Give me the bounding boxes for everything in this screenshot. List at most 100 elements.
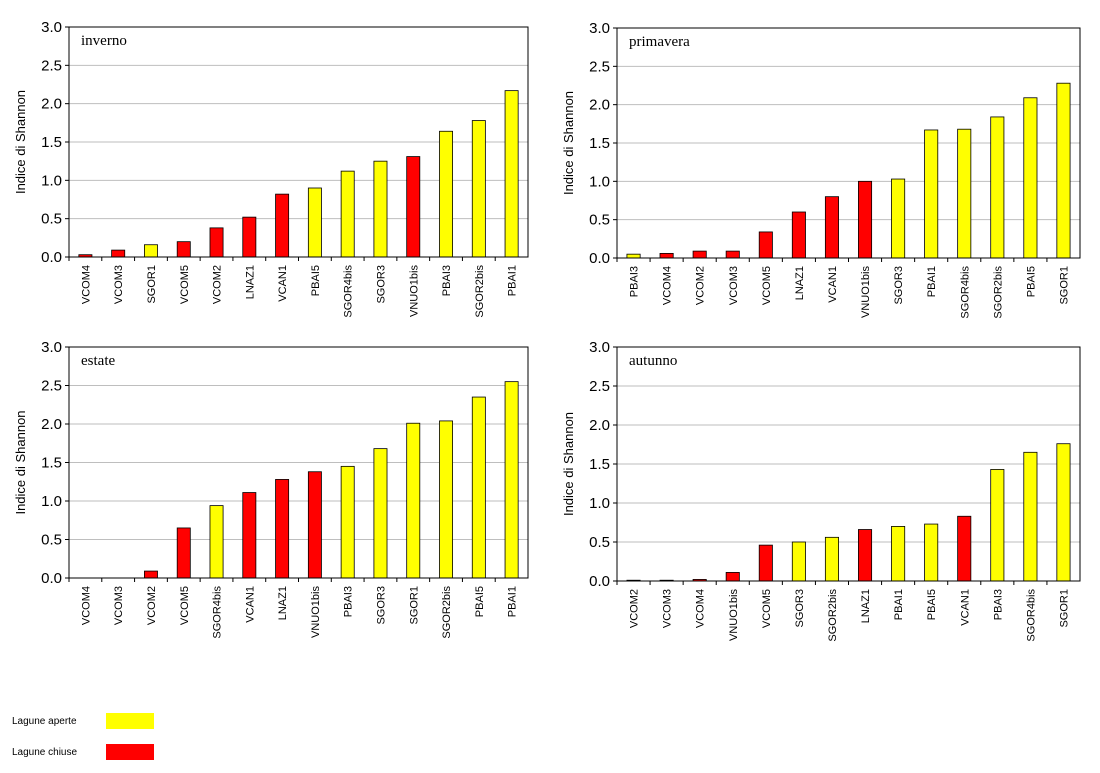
y-tick-label: 2.5 (41, 57, 62, 74)
x-tick-label: VCOM3 (662, 589, 674, 628)
y-tick-label: 0.0 (41, 249, 62, 266)
bar-VCOM5 (758, 544, 773, 582)
plot-frame (616, 27, 1081, 259)
y-axis-label: Indice di Shannon (13, 410, 28, 514)
legend-label-chiuse: Lagune chiuse (12, 747, 78, 758)
x-tick-label: PBAI3 (343, 586, 355, 617)
legend-item-aperte: Lagune aperte (12, 713, 172, 731)
x-tick-label: SGOR4bis (343, 265, 355, 318)
x-tick-label: VCOM3 (113, 586, 125, 625)
x-tick-label: SGOR4bis (1025, 589, 1037, 642)
x-tick-label: SGOR4bis (959, 266, 971, 319)
legend-swatch-chiuse (106, 744, 154, 760)
y-tick-label: 1.0 (41, 172, 62, 189)
bar-VNUO1bis (725, 572, 740, 582)
x-tick-label: VCOM2 (212, 265, 224, 304)
x-tick-label: SGOR2bis (992, 266, 1004, 319)
x-tick-label: PBAI3 (992, 589, 1004, 620)
x-tick-label: PBAI5 (926, 589, 938, 620)
bar-VCAN1 (957, 515, 972, 582)
y-tick-label: 2.5 (589, 58, 610, 75)
x-tick-label: LNAZ1 (794, 266, 806, 300)
x-tick-label: VCAN1 (959, 589, 971, 626)
x-tick-label: VCOM4 (662, 266, 674, 305)
y-tick-label: 2.0 (589, 97, 610, 114)
x-tick-label: SGOR3 (375, 586, 387, 625)
chart-title: inverno (81, 33, 127, 49)
y-tick-label: 2.5 (41, 378, 62, 395)
chart-estate: 0.0 0.5 1.0 1.5 2.0 2.5 3.0 VCOM4 VCOM3 VCOM2 VCOM… (13, 339, 529, 639)
bar-PBAI1 (924, 129, 939, 259)
x-tick-label: PBAI5 (310, 265, 322, 296)
y-axis-label: Indice di Shannon (13, 90, 28, 194)
bar-VCOM3 (111, 249, 126, 258)
x-tick-label: VCOM2 (629, 589, 641, 628)
y-tick-label: 1.5 (589, 135, 610, 152)
x-tick-label: VCOM3 (728, 266, 740, 305)
bar-VCAN1 (824, 196, 839, 259)
x-tick-label: VCOM4 (695, 589, 707, 628)
y-tick-label: 0.5 (41, 211, 62, 228)
x-tick-label: SGOR1 (1058, 266, 1070, 305)
y-tick-label: 1.0 (589, 173, 610, 190)
chart-primavera: 0.0 0.5 1.0 1.5 2.0 2.5 3.0 PBAI3 VCOM4 VCOM2 VCOM… (561, 20, 1081, 319)
x-tick-label: SGOR3 (375, 265, 387, 304)
x-tick-label: LNAZ1 (860, 589, 872, 623)
y-tick-label: 3.0 (41, 339, 62, 356)
bar-PBAI3 (990, 469, 1005, 582)
x-tick-label: PBAI5 (1025, 266, 1037, 297)
y-tick-label: 3.0 (589, 339, 610, 356)
x-tick-label: VNUO1bis (728, 589, 740, 641)
bar-SGOR2bis (471, 120, 486, 258)
bar-VCOM4 (659, 252, 674, 259)
bar-PBAI1 (504, 381, 519, 579)
x-tick-label: LNAZ1 (244, 265, 256, 299)
x-tick-label: SGOR1 (408, 586, 420, 625)
bar-LNAZ1 (242, 216, 257, 258)
chart-title: autunno (629, 353, 677, 369)
legend-item-chiuse: Lagune chiuse (12, 744, 172, 762)
y-tick-label: 2.0 (41, 416, 62, 433)
bar-PBAI3 (340, 465, 355, 579)
x-tick-label: VCAN1 (827, 266, 839, 303)
bar-SGOR1 (144, 244, 158, 258)
x-tick-label: VNUO1bis (310, 586, 322, 638)
bar-SGOR3 (891, 178, 906, 259)
legend: Lagune aperte Lagune chiuse (12, 713, 182, 763)
bar-PBAI5 (471, 396, 486, 579)
x-tick-label: SGOR3 (893, 266, 905, 305)
bar-LNAZ1 (275, 479, 290, 579)
y-tick-label: 1.0 (589, 495, 610, 512)
x-tick-label: SGOR2bis (474, 265, 486, 318)
y-tick-label: 3.0 (41, 19, 62, 36)
y-tick-label: 0.0 (41, 570, 62, 587)
x-tick-label: LNAZ1 (277, 586, 289, 620)
x-tick-label: PBAI5 (474, 586, 486, 617)
bar-PBAI5 (924, 523, 939, 582)
x-tick-label: SGOR1 (146, 265, 158, 304)
y-tick-label: 2.5 (589, 378, 610, 395)
plot-frame (616, 346, 1081, 582)
y-tick-label: 0.5 (41, 532, 62, 549)
bar-VCOM2 (692, 250, 707, 259)
bar-VCOM2 (209, 227, 224, 258)
x-tick-label: VCAN1 (277, 265, 289, 302)
x-tick-label: PBAI1 (926, 266, 938, 297)
x-tick-label: SGOR4bis (212, 586, 224, 639)
bar-SGOR4bis (340, 170, 355, 258)
x-tick-label: VCOM4 (80, 265, 92, 304)
bar-PBAI5 (307, 187, 322, 258)
x-tick-label: VCOM5 (761, 589, 773, 628)
x-tick-label: VCOM4 (80, 586, 92, 625)
legend-swatch-aperte (106, 713, 154, 729)
plot-frame (68, 26, 529, 258)
bar-VCOM3 (725, 250, 740, 259)
x-tick-label: SGOR3 (794, 589, 806, 628)
bar-VCOM5 (758, 231, 773, 259)
x-tick-label: VCOM5 (179, 265, 191, 304)
bar-PBAI1 (891, 526, 906, 582)
y-tick-label: 2.0 (589, 417, 610, 434)
x-tick-label: SGOR1 (1058, 589, 1070, 628)
y-tick-label: 0.0 (589, 250, 610, 267)
